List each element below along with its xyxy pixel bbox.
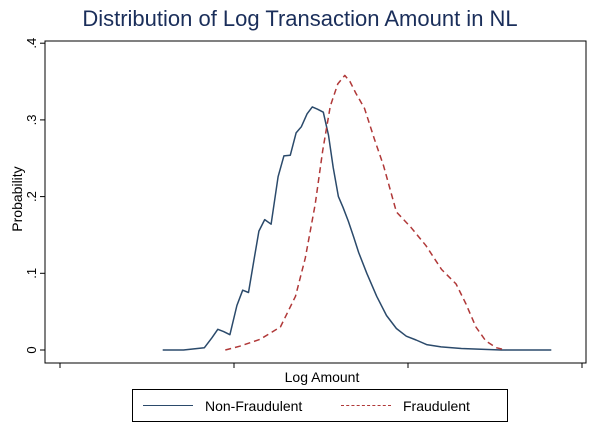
y-tick-label: 0	[24, 346, 39, 353]
y-tick-label: .1	[24, 268, 39, 279]
legend-swatch-dashed-line	[341, 405, 391, 406]
legend: Non-Fraudulent Fraudulent	[132, 389, 508, 422]
legend-label: Fraudulent	[403, 397, 470, 414]
y-axis-label: Probability	[9, 166, 25, 231]
y-tick-label: .2	[24, 191, 39, 202]
chart-title: Distribution of Log Transaction Amount i…	[82, 6, 518, 31]
legend-item-fraudulent: Fraudulent	[341, 390, 470, 421]
x-axis-label: Log Amount	[285, 369, 360, 385]
series-line-fraudulent	[225, 74, 507, 351]
plot-frame	[44, 40, 587, 364]
series-line-non-fraudulent	[162, 106, 552, 351]
legend-swatch-solid-line	[143, 405, 193, 406]
legend-label: Non-Fraudulent	[205, 397, 303, 414]
y-tick-label: .3	[24, 114, 39, 125]
y-tick-label: .4	[24, 38, 39, 49]
legend-item-non-fraudulent: Non-Fraudulent	[143, 390, 302, 421]
